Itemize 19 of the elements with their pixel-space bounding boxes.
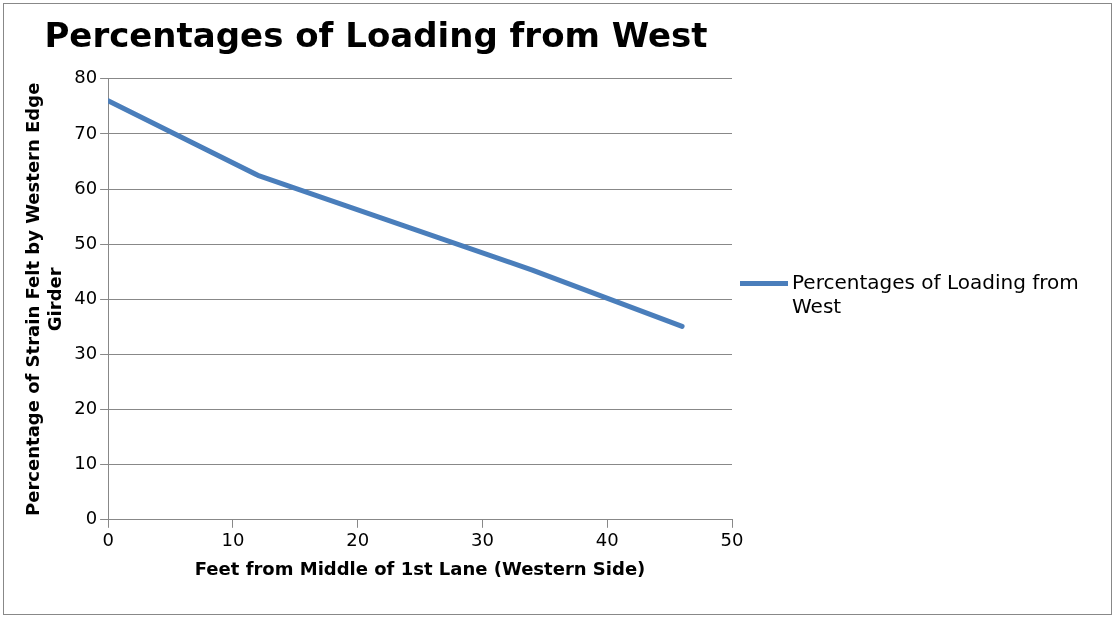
y-axis-title: Percentage of Strain Felt by Western Edge Girder xyxy=(22,82,66,516)
x-tick-label: 10 xyxy=(221,529,245,551)
y-tick-label: 50 xyxy=(74,231,98,253)
y-tick-label: 70 xyxy=(74,121,98,143)
legend-label: Percentages of Loading from West xyxy=(792,270,1080,318)
x-tick-label: 20 xyxy=(346,529,370,551)
x-tick-label: 50 xyxy=(720,529,744,551)
x-tick-label: 0 xyxy=(102,529,114,551)
y-tick-label: 30 xyxy=(74,342,98,364)
x-tick-label: 40 xyxy=(595,529,619,551)
y-tick-label: 20 xyxy=(74,397,98,419)
y-tick-label: 40 xyxy=(74,286,98,308)
y-tick-label: 80 xyxy=(74,66,98,88)
chart-title: Percentages of Loading from West xyxy=(44,15,708,56)
y-tick-label: 60 xyxy=(74,176,98,198)
x-axis-title: Feet from Middle of 1st Lane (Western Side) xyxy=(194,557,646,579)
y-tick-label: 10 xyxy=(74,452,98,474)
y-tick-label: 0 xyxy=(85,507,98,529)
x-tick-label: 30 xyxy=(470,529,494,551)
